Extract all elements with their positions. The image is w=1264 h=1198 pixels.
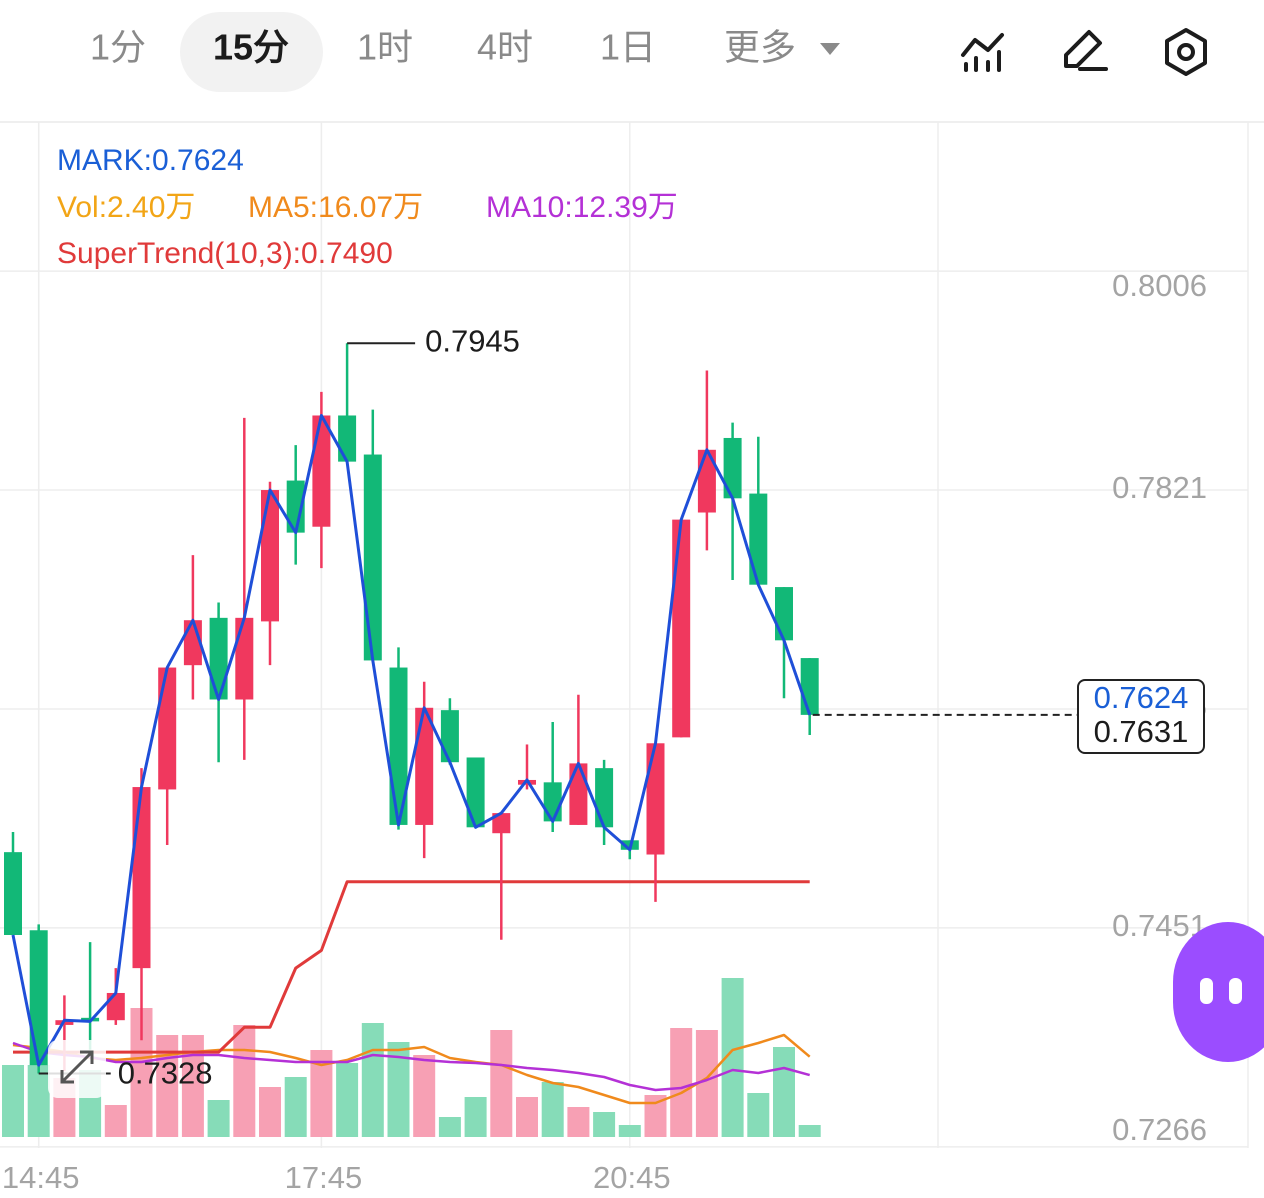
candle-body bbox=[29, 930, 48, 1066]
y-tick-label: 0.7266 bbox=[1112, 1112, 1207, 1147]
candle-body bbox=[338, 415, 357, 462]
volume-bar bbox=[695, 1030, 718, 1137]
indicator-icon[interactable] bbox=[961, 33, 1004, 72]
volume-bar bbox=[541, 1082, 564, 1137]
candle-body bbox=[646, 743, 665, 855]
volume-bar bbox=[27, 1065, 50, 1137]
volume-bar bbox=[310, 1050, 333, 1137]
y-tick-label: 0.7821 bbox=[1112, 470, 1207, 505]
high-label: 0.7945 bbox=[425, 323, 520, 358]
tab[interactable]: 1日 bbox=[600, 27, 656, 68]
volume-bar bbox=[130, 1008, 153, 1137]
candle-body bbox=[569, 763, 588, 825]
tab[interactable]: 1时 bbox=[357, 27, 413, 68]
volume-bar bbox=[516, 1097, 538, 1137]
x-tick-label: 14:45 bbox=[2, 1160, 80, 1195]
tab[interactable]: 15分 bbox=[213, 27, 289, 68]
candle-body bbox=[595, 768, 614, 828]
candle-body bbox=[389, 667, 408, 825]
volume-bar bbox=[670, 1028, 693, 1137]
candle-body bbox=[492, 813, 511, 834]
candle-body bbox=[312, 415, 331, 527]
candle-body bbox=[672, 519, 691, 738]
volume-bar bbox=[284, 1077, 307, 1137]
indicator-label: SuperTrend(10,3):0.7490 bbox=[57, 237, 393, 270]
candle-body bbox=[209, 617, 228, 700]
tab[interactable]: 1分 bbox=[90, 27, 146, 68]
volume-bar bbox=[438, 1117, 461, 1137]
chat-bubble[interactable] bbox=[1173, 922, 1264, 1062]
candle-body bbox=[363, 454, 382, 661]
indicator-label: MA10:12.39万 bbox=[486, 191, 678, 224]
settings-icon[interactable] bbox=[1165, 28, 1207, 76]
volume-bar bbox=[747, 1093, 770, 1137]
expand-icon-arrows bbox=[60, 1050, 94, 1084]
volume-bar bbox=[336, 1063, 359, 1137]
volume-bar bbox=[361, 1023, 384, 1137]
candle-body bbox=[415, 707, 434, 825]
plot: 0.80060.78210.76360.74510.726614:4517:45… bbox=[0, 122, 1248, 1195]
supertrend-line bbox=[13, 880, 810, 1054]
close-line bbox=[11, 413, 812, 1067]
tab[interactable]: 更多 bbox=[724, 27, 796, 68]
volume-bar bbox=[721, 978, 744, 1137]
volume-bar bbox=[207, 1100, 230, 1137]
volume-bar bbox=[2, 1065, 24, 1137]
candle-body bbox=[132, 787, 151, 969]
price-box bbox=[1077, 679, 1205, 754]
x-tick-label: 20:45 bbox=[593, 1160, 671, 1195]
expand-icon[interactable] bbox=[48, 1040, 106, 1098]
volume-bar bbox=[156, 1035, 179, 1137]
low-label: 0.7328 bbox=[118, 1056, 213, 1091]
candle-body bbox=[543, 782, 562, 822]
y-tick-label: 0.8006 bbox=[1112, 268, 1207, 303]
volume-ma5-line bbox=[12, 1033, 811, 1105]
candle-body bbox=[158, 667, 177, 790]
volume-bar bbox=[593, 1112, 616, 1137]
candle-body bbox=[466, 757, 485, 828]
candle-body bbox=[106, 992, 125, 1021]
volume-bar bbox=[464, 1097, 487, 1137]
volume-bar bbox=[644, 1095, 667, 1137]
indicator-label: MARK:0.7624 bbox=[57, 144, 244, 177]
candle-body bbox=[723, 437, 742, 499]
volume-bar bbox=[233, 1025, 256, 1137]
last-price-label: 0.7631 bbox=[1094, 714, 1189, 749]
indicator-label: MA5:16.07万 bbox=[248, 191, 423, 224]
draw-icon[interactable] bbox=[1064, 30, 1108, 71]
volume-bar bbox=[490, 1030, 513, 1137]
volume-ma10-line bbox=[12, 1041, 811, 1092]
volume-bar bbox=[413, 1055, 436, 1137]
candle-body bbox=[286, 480, 305, 533]
volume-bar bbox=[773, 1047, 795, 1137]
volume-bar bbox=[798, 1125, 821, 1137]
volume-bar bbox=[567, 1107, 590, 1137]
dropdown-arrow[interactable] bbox=[820, 43, 840, 55]
toolbar-icons bbox=[961, 28, 1207, 76]
volume-bar bbox=[104, 1105, 127, 1137]
volume-bar bbox=[387, 1042, 410, 1137]
y-tick-label: 0.7451 bbox=[1112, 908, 1207, 943]
candle-body bbox=[440, 710, 459, 763]
candle-body bbox=[749, 493, 768, 585]
volume-bar bbox=[259, 1087, 281, 1137]
x-tick-label: 17:45 bbox=[285, 1160, 363, 1195]
candle-body bbox=[775, 587, 793, 641]
tab-highlight bbox=[180, 12, 323, 92]
candle-body bbox=[261, 490, 279, 622]
volume-bar bbox=[618, 1125, 641, 1137]
mark-price-label: 0.7624 bbox=[1094, 680, 1189, 715]
candle-body bbox=[800, 658, 819, 715]
candle-body bbox=[235, 617, 254, 700]
indicator-label: Vol:2.40万 bbox=[57, 191, 195, 224]
volume-bar bbox=[181, 1035, 204, 1137]
candle-body bbox=[4, 852, 22, 935]
tab[interactable]: 4时 bbox=[477, 27, 533, 68]
